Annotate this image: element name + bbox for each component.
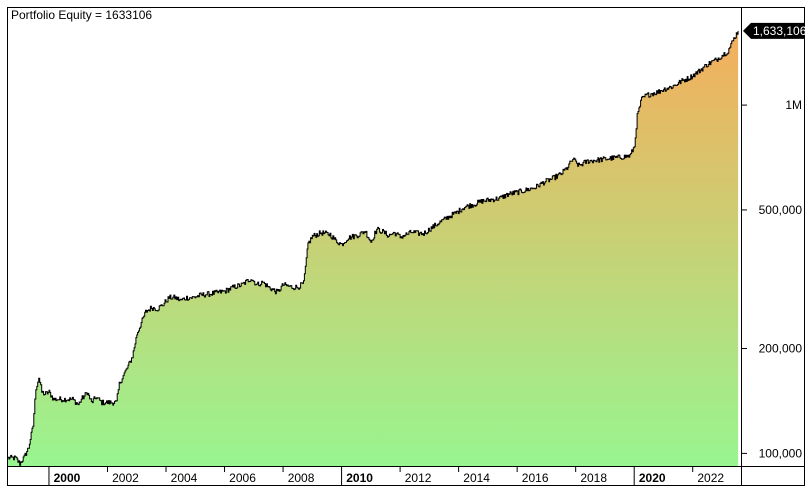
x-tick-label: 2000 <box>54 471 81 485</box>
x-tick-label: 2016 <box>522 471 549 485</box>
x-axis-ticks: 2000 2002 2004 2006 2008 2010 2012 2014 2016 2018… <box>48 466 724 485</box>
x-tick-label: 2018 <box>580 471 607 485</box>
x-tick-label: 2002 <box>112 471 139 485</box>
equity-line <box>8 30 739 466</box>
last-value-marker: 1,633,106 <box>743 22 807 39</box>
equity-area <box>8 30 739 467</box>
x-tick-label: 2004 <box>171 471 198 485</box>
chart-title: Portfolio Equity = 1633106 <box>11 8 152 22</box>
x-tick-label: 2012 <box>405 471 432 485</box>
x-tick-label: 2020 <box>639 471 666 485</box>
y-tick-label: 100,000 <box>759 446 803 460</box>
y-axis-ticks: 100,000 200,000 500,000 1M <box>741 98 802 460</box>
x-tick-label: 2014 <box>463 471 490 485</box>
x-tick-label: 2010 <box>346 471 373 485</box>
x-tick-label: 2022 <box>697 471 724 485</box>
y-tick-label: 500,000 <box>759 203 803 217</box>
x-tick-label: 2006 <box>229 471 256 485</box>
x-tick-label: 2008 <box>288 471 315 485</box>
last-value-label: 1,633,106 <box>753 24 807 38</box>
last-value-background <box>743 22 804 39</box>
y-tick-label: 200,000 <box>759 342 803 356</box>
y-tick-label: 1M <box>785 98 802 112</box>
